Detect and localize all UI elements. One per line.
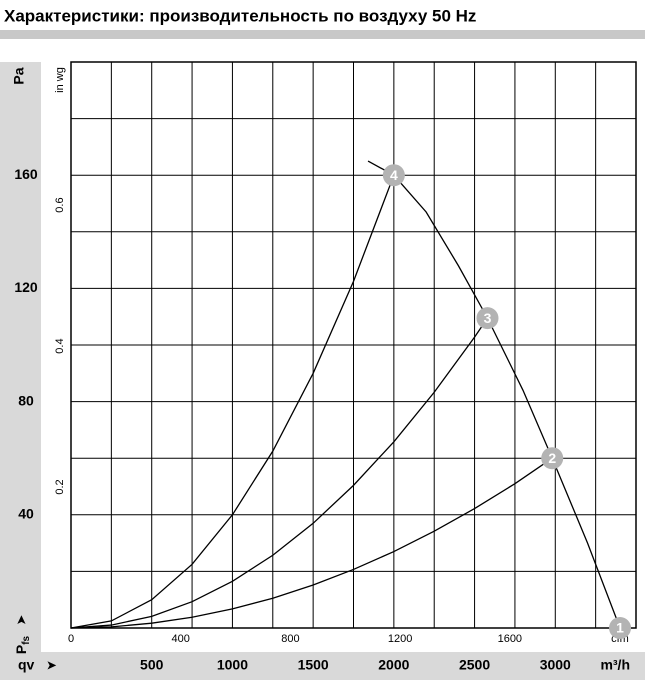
y-axis-panel [0, 62, 41, 660]
y-tick-label: 160 [14, 166, 38, 182]
y-tick-label: 80 [18, 392, 34, 408]
x2-tick-label: 1600 [498, 633, 522, 645]
curve [70, 174, 395, 629]
y-tick-label: 120 [14, 279, 38, 295]
y-tick-label: 40 [18, 506, 34, 522]
point-label: 3 [484, 310, 492, 326]
y-symbol: Pfs [13, 635, 32, 654]
chart-title: Характеристики: производительность по во… [4, 6, 476, 25]
point-label: 1 [616, 620, 624, 636]
y-axis-label: Pa [11, 67, 27, 84]
y-symbol-main: P [13, 645, 29, 654]
arrow: ➤ [46, 657, 57, 672]
x-tick-label: 2000 [378, 657, 409, 673]
x-tick-label: 3000 [540, 657, 571, 673]
plot-frame [70, 61, 637, 629]
operating-point [476, 307, 499, 330]
x-tick-label: 500 [140, 657, 164, 673]
x2-tick-label: 800 [281, 633, 299, 645]
x-tick-label: 1500 [298, 657, 329, 673]
operating-point [382, 164, 405, 187]
curve [70, 317, 489, 629]
point-label: 4 [390, 167, 398, 183]
y-symbol-sub: fs [21, 635, 32, 644]
x-tick-label: 1000 [217, 657, 248, 673]
x2-tick-label: 400 [172, 633, 190, 645]
curve [367, 160, 621, 629]
x-axis-panel [0, 652, 645, 680]
x-tick-label: 2500 [459, 657, 490, 673]
title-bar [0, 30, 645, 39]
y2-tick-label: 0.6 [54, 197, 66, 212]
x2-tick-label: 0 [68, 633, 74, 645]
x2-tick-label: 1200 [388, 633, 412, 645]
operating-point [541, 447, 564, 470]
curve [70, 457, 553, 629]
x-unit: m³/h [600, 657, 630, 673]
x-axis-label: qv [18, 657, 35, 673]
arrow: ➤ [13, 614, 28, 625]
point-label: 2 [548, 450, 556, 466]
y2-tick-label: 0.2 [54, 479, 66, 494]
y2-axis-label: in wg [54, 67, 66, 93]
y2-tick-label: 0.4 [54, 338, 66, 353]
operating-point [609, 617, 632, 639]
